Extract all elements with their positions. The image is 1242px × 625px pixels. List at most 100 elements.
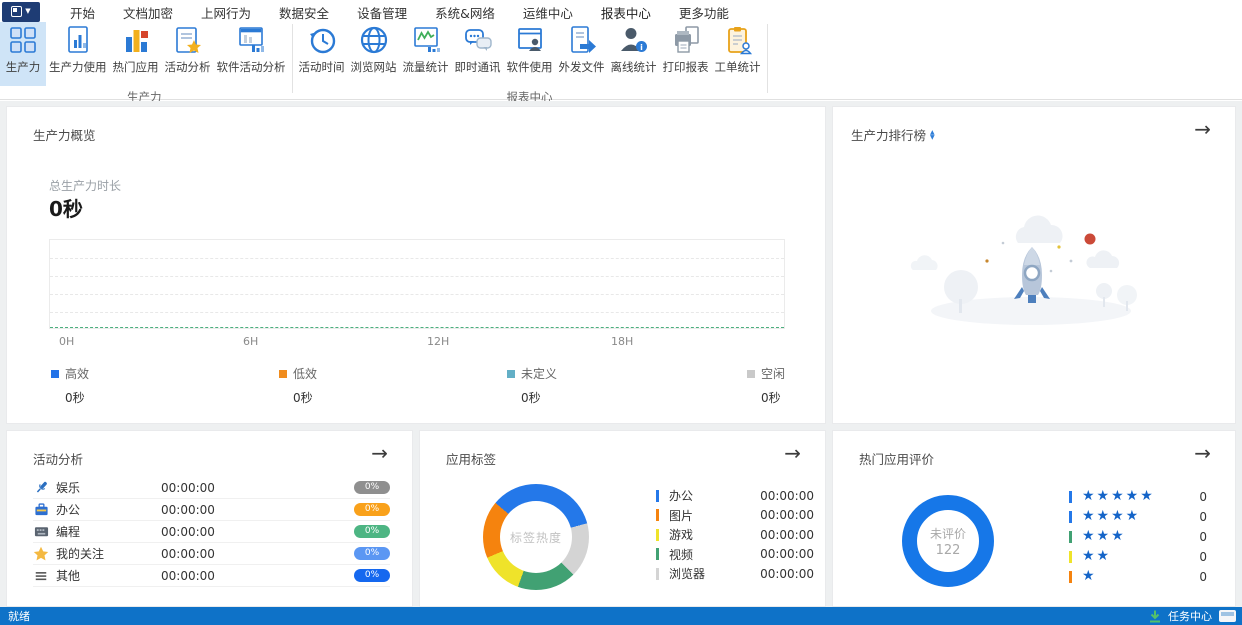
legend-tick <box>1069 551 1072 563</box>
keyboard-icon <box>34 527 48 537</box>
activity-label: 编程 <box>56 525 81 539</box>
ribbon-btn-ticket-stats[interactable]: 工单统计 <box>712 22 764 86</box>
ribbon-btn-productivity[interactable]: 生产力 <box>0 22 46 86</box>
legend-value: 0秒 <box>65 391 85 405</box>
activity-label: 其他 <box>56 569 81 583</box>
task-center-link[interactable]: 任务中心 <box>1168 610 1212 623</box>
tag-legend-row: 办公 00:00:00 <box>656 486 814 506</box>
ribbon-btn-label: 打印报表 <box>662 60 709 74</box>
arrow-right-icon[interactable]: → <box>1194 441 1211 465</box>
total-productivity-label: 总生产力时长 <box>49 179 122 193</box>
monitor-icon[interactable] <box>1219 610 1236 622</box>
tab-web-behavior[interactable]: 上网行为 <box>201 5 252 21</box>
panel-productivity-overview: 生产力概览 总生产力时长 0秒 0H 6H 12H 18H 高效 0秒 <box>6 106 826 424</box>
tab-start[interactable]: 开始 <box>70 5 96 21</box>
tag-heat-donut-chart: 标签热度 <box>483 484 589 590</box>
panel-title: 热门应用评价 <box>859 452 935 467</box>
x-tick: 12H <box>427 335 450 348</box>
tag-label: 浏览器 <box>669 567 706 582</box>
rating-row-4-star: ★★★★ 0 <box>1069 507 1207 527</box>
panel-title: 生产力概览 <box>33 128 96 143</box>
legend-tick <box>656 528 659 541</box>
legend-tick <box>1069 571 1072 583</box>
legend-label: 高效 <box>65 367 90 381</box>
tab-system-network[interactable]: 系统&网络 <box>435 5 495 21</box>
doc-star-icon <box>175 27 201 53</box>
tag-legend-row: 游戏 00:00:00 <box>656 525 814 545</box>
ribbon-btn-instant-messaging[interactable]: 即时通讯 <box>452 22 504 86</box>
ribbon-btn-outgoing-files[interactable]: 外发文件 <box>556 22 608 86</box>
legend-tick <box>656 509 659 522</box>
activity-time: 00:00:00 <box>161 568 215 583</box>
activity-label: 娱乐 <box>56 481 81 495</box>
productivity-area-chart <box>49 239 785 329</box>
doc-export-icon <box>570 26 596 53</box>
ribbon-btn-activity-analysis[interactable]: 活动分析 <box>162 22 214 86</box>
arrow-right-icon[interactable]: → <box>784 441 801 465</box>
rating-count: 0 <box>1199 550 1207 564</box>
ribbon-group-separator <box>291 24 293 93</box>
tab-data-security[interactable]: 数据安全 <box>279 5 330 21</box>
sort-icon[interactable]: ▲ ▼ <box>930 128 935 141</box>
x-tick: 0H <box>59 335 75 348</box>
star-rating: ★★ <box>1082 548 1112 564</box>
ribbon-btn-software-usage[interactable]: 软件使用 <box>504 22 556 86</box>
legend-value: 0秒 <box>760 391 781 405</box>
ribbon-btn-productivity-usage[interactable]: 生产力使用 <box>46 22 110 86</box>
ribbon-btn-print-report[interactable]: 打印报表 <box>660 22 712 86</box>
arrow-right-icon[interactable]: → <box>371 441 388 465</box>
donut-center-value: 122 <box>935 542 961 558</box>
activity-time: 00:00:00 <box>161 480 215 495</box>
tag-time: 00:00:00 <box>760 488 814 503</box>
ribbon-group-label: 生产力 <box>127 90 162 104</box>
activity-label: 办公 <box>56 503 81 517</box>
activity-row-my-focus: 我的关注 00:00:00 0% <box>33 543 390 565</box>
briefcase-icon <box>34 503 48 516</box>
ribbon-btn-software-activity[interactable]: 软件活动分析 <box>214 22 289 86</box>
ribbon-btn-offline-stats[interactable]: i 离线统计 <box>608 22 660 86</box>
tag-time: 00:00:00 <box>760 527 814 542</box>
legend-value: 0秒 <box>520 391 541 405</box>
arrow-right-icon[interactable]: → <box>1194 117 1211 141</box>
activity-row-other: 其他 00:00:00 0% <box>33 565 390 587</box>
tab-doc-encryption[interactable]: 文档加密 <box>123 5 174 21</box>
percent-badge: 0% <box>354 503 390 516</box>
rating-count: 0 <box>1199 570 1207 584</box>
download-arrow-icon <box>1150 610 1160 622</box>
legend-swatch <box>746 369 755 378</box>
tag-label: 视频 <box>669 547 694 562</box>
legend-tick <box>1069 511 1072 523</box>
rating-row-1-star: ★ 0 <box>1069 567 1207 587</box>
tab-ops-center[interactable]: 运维中心 <box>522 5 573 21</box>
menu-lines-icon <box>35 571 47 580</box>
rating-row-2-star: ★★ 0 <box>1069 547 1207 567</box>
legend-tick <box>656 489 659 502</box>
menu-bar: ▼ 开始 文档加密 上网行为 数据安全 设备管理 系统&网络 运维中心 报表中心… <box>0 0 1242 24</box>
grid-icon <box>10 27 36 53</box>
tag-legend-row: 视频 00:00:00 <box>656 545 814 565</box>
ribbon-btn-label: 浏览网站 <box>350 60 397 74</box>
star-rating: ★★★★ <box>1082 508 1141 524</box>
panel-title-text: 生产力排行榜 <box>851 128 927 143</box>
activity-time: 00:00:00 <box>161 524 215 539</box>
tag-legend: 办公 00:00:00 图片 00:00:00 游戏 00:00:00 视频 0… <box>656 486 814 584</box>
ribbon-group-report-center: 活动时间 浏览网站 <box>296 22 764 104</box>
ribbon-btn-traffic-stats[interactable]: 流量统计 <box>400 22 452 86</box>
ribbon-btn-activity-time[interactable]: 活动时间 <box>296 22 348 86</box>
star-rating: ★★★★★ <box>1082 488 1155 504</box>
tab-more-functions[interactable]: 更多功能 <box>678 5 729 21</box>
status-ready-text: 就绪 <box>8 610 30 623</box>
unrated-donut-chart: 未评价 122 <box>902 495 994 587</box>
tab-device-management[interactable]: 设备管理 <box>357 5 408 21</box>
legend-swatch <box>278 369 287 378</box>
ribbon-btn-label: 流量统计 <box>402 60 449 74</box>
ribbon-btn-browse-website[interactable]: 浏览网站 <box>348 22 400 86</box>
menu-tabs: 开始 文档加密 上网行为 数据安全 设备管理 系统&网络 运维中心 报表中心 更… <box>56 0 743 24</box>
activity-row-office: 办公 00:00:00 0% <box>33 499 390 521</box>
tab-report-center[interactable]: 报表中心 <box>586 0 665 24</box>
app-menu-button[interactable]: ▼ <box>2 1 40 22</box>
tag-label: 游戏 <box>669 528 694 543</box>
total-productivity-value: 0秒 <box>49 197 83 221</box>
ribbon-btn-hot-apps[interactable]: 热门应用 <box>110 22 162 86</box>
legend-tick <box>1069 491 1072 503</box>
